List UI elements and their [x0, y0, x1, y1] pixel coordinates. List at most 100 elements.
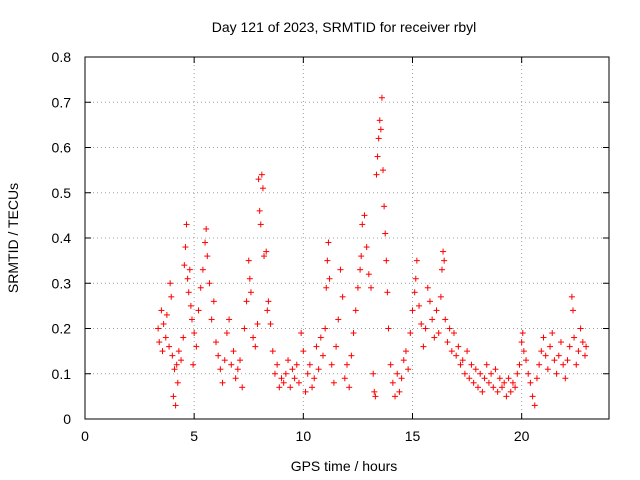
- data-point: [426, 298, 433, 305]
- data-point: [571, 334, 578, 341]
- plot-frame: [84, 56, 610, 420]
- data-point: [466, 375, 473, 382]
- data-point: [247, 289, 254, 296]
- data-point: [540, 334, 547, 341]
- data-point: [398, 375, 405, 382]
- data-point: [265, 298, 272, 305]
- data-point: [446, 325, 453, 332]
- data-point: [195, 307, 202, 314]
- data-point: [533, 375, 540, 382]
- data-point: [202, 239, 209, 246]
- data-point: [400, 357, 407, 364]
- data-point: [455, 343, 462, 350]
- data-point: [298, 330, 305, 337]
- data-point: [163, 311, 170, 318]
- data-point: [363, 244, 370, 251]
- data-point: [267, 320, 274, 327]
- data-point: [178, 357, 185, 364]
- data-point: [394, 370, 401, 377]
- data-point: [475, 384, 481, 391]
- data-point: [185, 289, 192, 296]
- data-point: [536, 361, 543, 368]
- x-tick-label: 0: [81, 428, 89, 444]
- data-point: [553, 370, 560, 377]
- data-point: [287, 384, 294, 391]
- data-point: [392, 393, 399, 400]
- data-point: [389, 379, 396, 386]
- data-point: [315, 366, 322, 373]
- data-point: [156, 339, 163, 346]
- data-point: [239, 384, 246, 391]
- data-point: [322, 325, 329, 332]
- data-point: [503, 393, 510, 400]
- data-point: [256, 207, 263, 214]
- data-point: [566, 343, 573, 350]
- data-point: [551, 357, 558, 364]
- data-point: [350, 330, 357, 337]
- data-point: [309, 384, 316, 391]
- data-point: [372, 393, 379, 400]
- data-point: [464, 348, 471, 355]
- data-point: [516, 361, 523, 368]
- x-axis-label: GPS time / hours: [291, 458, 398, 474]
- y-tick-label: 0.2: [52, 321, 72, 337]
- data-point: [335, 316, 342, 323]
- data-point: [191, 330, 198, 337]
- data-point: [416, 302, 423, 309]
- x-tick-label: 10: [296, 428, 312, 444]
- data-point: [509, 379, 516, 386]
- data-point: [373, 171, 380, 178]
- data-point: [341, 375, 348, 382]
- data-point: [219, 379, 226, 386]
- data-point: [269, 348, 276, 355]
- data-point: [188, 316, 195, 323]
- data-point: [252, 343, 259, 350]
- data-point: [261, 253, 268, 260]
- data-point: [501, 379, 508, 386]
- data-point: [568, 293, 575, 300]
- data-point: [402, 348, 409, 355]
- data-point: [174, 379, 181, 386]
- data-point: [411, 289, 418, 296]
- data-point: [295, 379, 302, 386]
- data-point: [172, 402, 179, 409]
- data-point: [359, 221, 366, 228]
- data-point: [166, 343, 173, 350]
- data-point: [358, 253, 365, 260]
- data-point: [169, 352, 176, 359]
- data-point: [274, 361, 281, 368]
- y-tick-label: 0.7: [52, 94, 72, 110]
- data-point: [560, 361, 567, 368]
- data-point: [226, 316, 233, 323]
- data-point: [542, 352, 549, 359]
- data-point: [555, 352, 562, 359]
- data-point: [529, 393, 536, 400]
- data-point: [162, 334, 169, 341]
- data-point: [441, 257, 448, 264]
- data-point: [514, 370, 521, 377]
- data-point: [255, 176, 262, 183]
- data-point: [167, 280, 174, 287]
- data-point: [422, 325, 429, 332]
- data-points: [155, 94, 590, 409]
- data-point: [181, 262, 188, 269]
- data-point: [155, 325, 162, 332]
- data-point: [575, 348, 582, 355]
- data-point: [527, 379, 534, 386]
- data-point: [186, 266, 193, 273]
- data-point: [409, 307, 416, 314]
- data-point: [250, 334, 257, 341]
- data-point: [538, 348, 545, 355]
- data-point: [361, 212, 368, 219]
- data-point: [306, 361, 313, 368]
- data-point: [479, 388, 486, 395]
- data-point: [483, 361, 490, 368]
- data-point: [405, 366, 412, 373]
- data-point: [573, 361, 580, 368]
- data-point: [221, 357, 228, 364]
- data-point: [193, 343, 200, 350]
- data-point: [413, 257, 420, 264]
- data-point: [431, 334, 438, 341]
- data-point: [512, 384, 519, 391]
